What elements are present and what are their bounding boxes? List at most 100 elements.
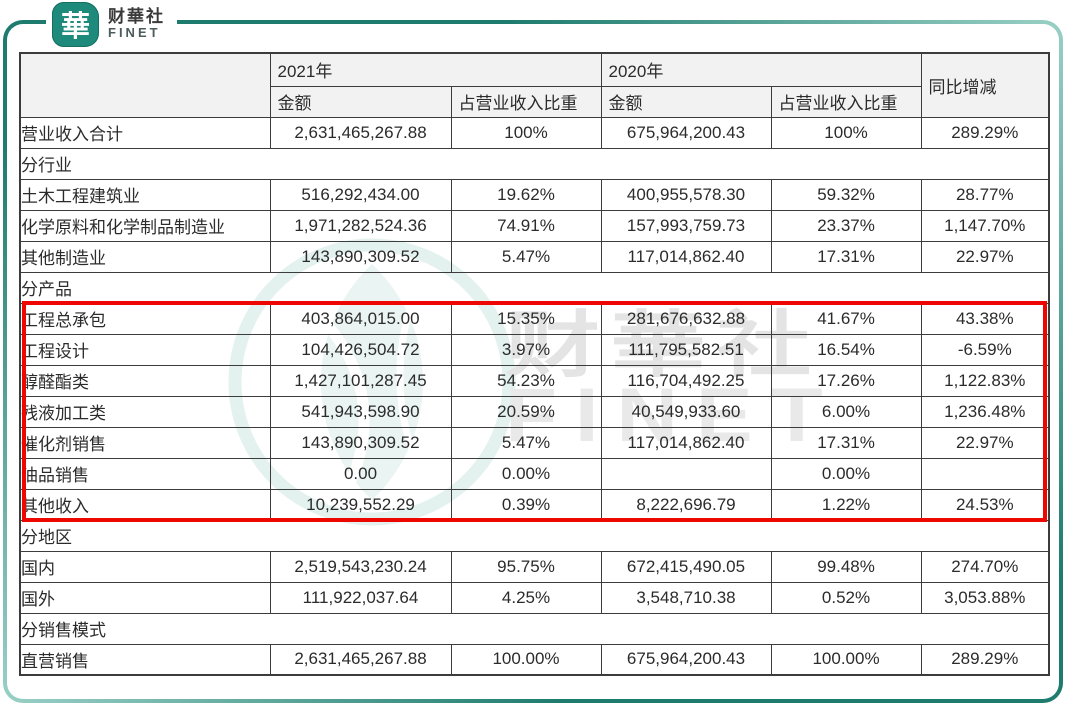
cell-value: 541,943,598.90: [269, 395, 452, 428]
cell-value: 0.00%: [450, 457, 602, 490]
brand-name-en: FINET: [108, 25, 161, 41]
cell-value: 100.00%: [770, 643, 922, 676]
cell-value: 117,014,862.40: [600, 240, 772, 273]
cell-value: 0.52%: [770, 581, 922, 614]
row-label: 残液加工类: [19, 395, 271, 428]
cell-value: 17.26%: [770, 364, 922, 397]
section-row: 分地区: [19, 519, 1050, 552]
table-row: 工程总承包 403,864,015.00 15.35% 281,676,632.…: [19, 302, 1050, 335]
row-label: 工程设计: [19, 333, 271, 366]
cell-value: 99.48%: [770, 550, 922, 583]
cell-value: 95.75%: [450, 550, 602, 583]
cell-value: 0.00%: [770, 457, 922, 490]
cell-value: 274.70%: [920, 550, 1050, 583]
cell-value: 16.54%: [770, 333, 922, 366]
cell-value: [600, 457, 772, 490]
row-label: 直营销售: [19, 643, 271, 676]
table-row: 催化剂销售 143,890,309.52 5.47% 117,014,862.4…: [19, 426, 1050, 459]
finet-logo-text: 财華社 FINET: [108, 7, 165, 41]
brand-name-cn: 财華社: [108, 6, 165, 26]
cell-value: 111,795,582.51: [600, 333, 772, 366]
cell-value: 100%: [770, 116, 922, 149]
cell-value: 17.31%: [770, 240, 922, 273]
cell-value: 59.32%: [770, 178, 922, 211]
cell-value: 41.67%: [770, 302, 922, 335]
cell-value: 3,053.88%: [920, 581, 1050, 614]
section-label: 分地区: [19, 519, 1050, 552]
table-row: 国内 2,519,543,230.24 95.75% 672,415,490.0…: [19, 550, 1050, 583]
table-row: 化学原料和化学制品制造业 1,971,282,524.36 74.91% 157…: [19, 209, 1050, 242]
cell-value: 157,993,759.73: [600, 209, 772, 242]
row-label: 工程总承包: [19, 302, 271, 335]
table-row: 其他收入 10,239,552.29 0.39% 8,222,696.79 1.…: [19, 488, 1050, 521]
cell-value: 1,147.70%: [920, 209, 1050, 242]
header-amount-2021: 金额: [269, 85, 452, 118]
cell-value: 116,704,492.25: [600, 364, 772, 397]
row-label: 营业收入合计: [19, 116, 271, 149]
table-row: 残液加工类 541,943,598.90 20.59% 40,549,933.6…: [19, 395, 1050, 428]
cell-value: 15.35%: [450, 302, 602, 335]
cell-value: 22.97%: [920, 426, 1050, 459]
cell-value: 3,548,710.38: [600, 581, 772, 614]
cell-value: 23.37%: [770, 209, 922, 242]
cell-value: 2,631,465,267.88: [269, 116, 452, 149]
header-yoy: 同比增减: [920, 52, 1050, 118]
section-row: 分行业: [19, 147, 1050, 180]
cell-value: 19.62%: [450, 178, 602, 211]
cell-value: 104,426,504.72: [269, 333, 452, 366]
section-row: 分产品: [19, 271, 1050, 304]
cell-value: 0.39%: [450, 488, 602, 521]
table-row: 土木工程建筑业 516,292,434.00 19.62% 400,955,57…: [19, 178, 1050, 211]
cell-value: 43.38%: [920, 302, 1050, 335]
cell-value: 17.31%: [770, 426, 922, 459]
cell-value: 111,922,037.64: [269, 581, 452, 614]
table-row: 油品销售 0.00 0.00% 0.00%: [19, 457, 1050, 490]
cell-value: [920, 457, 1050, 490]
cell-value: 1,971,282,524.36: [269, 209, 452, 242]
header-amount-2020: 金额: [600, 85, 772, 118]
row-label: 国内: [19, 550, 271, 583]
table-row: 直营销售 2,631,465,267.88 100.00% 675,964,20…: [19, 643, 1050, 676]
header-ratio-2020: 占营业收入比重: [770, 85, 922, 118]
row-label: 化学原料和化学制品制造业: [19, 209, 271, 242]
cell-value: 0.00: [269, 457, 452, 490]
cell-value: 675,964,200.43: [600, 116, 772, 149]
finet-logo: 華 财華社 FINET: [46, 0, 177, 48]
finet-badge-icon: 華: [52, 1, 99, 47]
cell-value: 1,122.83%: [920, 364, 1050, 397]
row-label: 其他制造业: [19, 240, 271, 273]
cell-value: 2,519,543,230.24: [269, 550, 452, 583]
cell-value: 6.00%: [770, 395, 922, 428]
cell-value: 117,014,862.40: [600, 426, 772, 459]
header-row-years: 2021年 2020年 同比增减: [19, 52, 1050, 118]
cell-value: 672,415,490.05: [600, 550, 772, 583]
cell-value: 4.25%: [450, 581, 602, 614]
table-row: 醇醛酯类 1,427,101,287.45 54.23% 116,704,492…: [19, 364, 1050, 397]
table-row: 国外 111,922,037.64 4.25% 3,548,710.38 0.5…: [19, 581, 1050, 614]
cell-value: 1,236.48%: [920, 395, 1050, 428]
cell-value: 403,864,015.00: [269, 302, 452, 335]
section-row: 分销售模式: [19, 612, 1050, 645]
cell-value: 516,292,434.00: [269, 178, 452, 211]
section-label: 分行业: [19, 147, 1050, 180]
row-label: 国外: [19, 581, 271, 614]
cell-value: 40,549,933.60: [600, 395, 772, 428]
revenue-breakdown-table: 2021年 2020年 同比增减 金额 占营业收入比重 金额 占营业收入比重 营…: [19, 52, 1051, 676]
row-label: 催化剂销售: [19, 426, 271, 459]
cell-value: 289.29%: [920, 643, 1050, 676]
cell-value: 22.97%: [920, 240, 1050, 273]
cell-value: -6.59%: [920, 333, 1050, 366]
cell-value: 10,239,552.29: [269, 488, 452, 521]
cell-value: 24.53%: [920, 488, 1050, 521]
row-label: 土木工程建筑业: [19, 178, 271, 211]
cell-value: 5.47%: [450, 426, 602, 459]
row-label: 油品销售: [19, 457, 271, 490]
section-label: 分销售模式: [19, 612, 1050, 645]
cell-value: 8,222,696.79: [600, 488, 772, 521]
cell-value: 1,427,101,287.45: [269, 364, 452, 397]
table-row: 营业收入合计 2,631,465,267.88 100% 675,964,200…: [19, 116, 1050, 149]
cell-value: 20.59%: [450, 395, 602, 428]
cell-value: 74.91%: [450, 209, 602, 242]
row-label: 其他收入: [19, 488, 271, 521]
